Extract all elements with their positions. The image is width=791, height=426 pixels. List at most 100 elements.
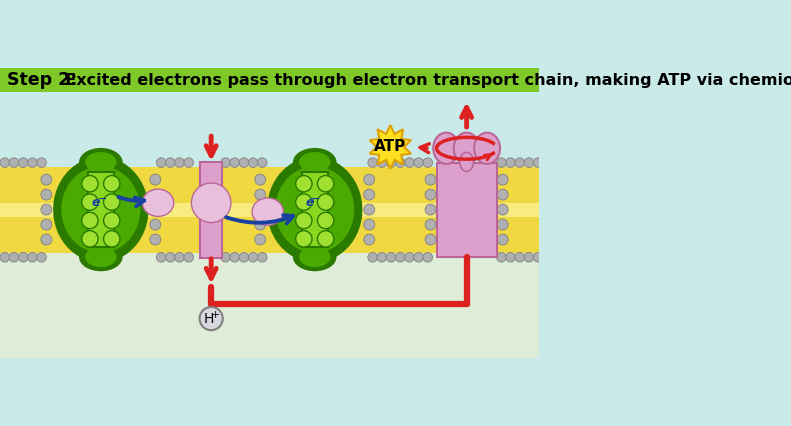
Circle shape [524, 253, 534, 262]
Circle shape [149, 174, 161, 185]
Circle shape [28, 158, 37, 167]
Circle shape [184, 158, 194, 167]
Circle shape [425, 204, 436, 215]
Ellipse shape [267, 157, 362, 262]
Circle shape [505, 158, 515, 167]
Circle shape [81, 194, 98, 210]
Circle shape [396, 253, 405, 262]
Circle shape [498, 234, 508, 245]
Circle shape [41, 204, 51, 215]
Ellipse shape [142, 189, 174, 216]
Circle shape [377, 158, 387, 167]
Circle shape [248, 158, 258, 167]
Ellipse shape [299, 247, 331, 267]
Circle shape [317, 212, 334, 229]
Circle shape [18, 158, 28, 167]
Circle shape [104, 176, 120, 192]
Circle shape [165, 253, 175, 262]
Bar [302, 172, 327, 247]
Text: e: e [305, 196, 314, 209]
Circle shape [425, 219, 436, 230]
Circle shape [425, 189, 436, 200]
Bar [437, 163, 497, 257]
Circle shape [364, 174, 375, 185]
Circle shape [0, 253, 9, 262]
Text: +: + [211, 310, 221, 320]
Circle shape [157, 158, 166, 167]
Bar [0, 167, 539, 253]
Circle shape [414, 253, 423, 262]
Circle shape [9, 253, 19, 262]
Circle shape [230, 253, 240, 262]
Circle shape [296, 176, 312, 192]
Circle shape [425, 174, 436, 185]
Circle shape [255, 204, 266, 215]
Circle shape [368, 158, 377, 167]
Ellipse shape [191, 183, 231, 222]
Circle shape [81, 176, 98, 192]
Circle shape [505, 253, 515, 262]
Circle shape [414, 158, 423, 167]
Circle shape [317, 231, 334, 247]
Bar [0, 203, 539, 217]
Ellipse shape [85, 152, 116, 173]
Circle shape [405, 253, 414, 262]
Circle shape [364, 204, 375, 215]
Text: −: − [312, 194, 320, 204]
Circle shape [498, 189, 508, 200]
Circle shape [41, 174, 51, 185]
Bar [88, 172, 114, 247]
Ellipse shape [252, 198, 283, 225]
Circle shape [515, 253, 524, 262]
Circle shape [184, 253, 194, 262]
Ellipse shape [299, 152, 331, 173]
Bar [0, 248, 539, 358]
Text: e: e [91, 196, 100, 209]
Circle shape [423, 253, 433, 262]
Circle shape [175, 253, 184, 262]
Circle shape [533, 253, 543, 262]
Circle shape [396, 158, 405, 167]
Text: Excited electrons pass through electron transport chain, making ATP via chemiosm: Excited electrons pass through electron … [55, 73, 791, 88]
Circle shape [157, 253, 166, 262]
Circle shape [296, 231, 312, 247]
Ellipse shape [460, 153, 474, 171]
Circle shape [248, 253, 258, 262]
Circle shape [221, 253, 230, 262]
Circle shape [377, 253, 387, 262]
Circle shape [524, 158, 534, 167]
Circle shape [230, 158, 240, 167]
Circle shape [258, 253, 267, 262]
Ellipse shape [293, 148, 336, 176]
Circle shape [9, 158, 19, 167]
Circle shape [364, 234, 375, 245]
Circle shape [239, 158, 248, 167]
Circle shape [498, 174, 508, 185]
Text: Step 2:: Step 2: [7, 71, 78, 89]
Circle shape [425, 234, 436, 245]
Circle shape [239, 253, 248, 262]
Ellipse shape [454, 132, 479, 164]
Ellipse shape [474, 132, 500, 164]
Ellipse shape [293, 243, 336, 271]
Circle shape [515, 158, 524, 167]
Circle shape [149, 219, 161, 230]
Circle shape [221, 158, 230, 167]
Circle shape [386, 158, 396, 167]
Ellipse shape [79, 148, 123, 176]
Circle shape [368, 253, 377, 262]
Circle shape [296, 212, 312, 229]
Circle shape [255, 234, 266, 245]
Ellipse shape [53, 157, 149, 262]
Circle shape [41, 189, 51, 200]
Circle shape [497, 253, 506, 262]
Circle shape [386, 253, 396, 262]
Circle shape [41, 219, 51, 230]
Circle shape [165, 158, 175, 167]
Circle shape [104, 194, 120, 210]
Circle shape [199, 307, 223, 330]
Circle shape [364, 189, 375, 200]
Circle shape [104, 231, 120, 247]
Circle shape [498, 204, 508, 215]
Circle shape [497, 158, 506, 167]
